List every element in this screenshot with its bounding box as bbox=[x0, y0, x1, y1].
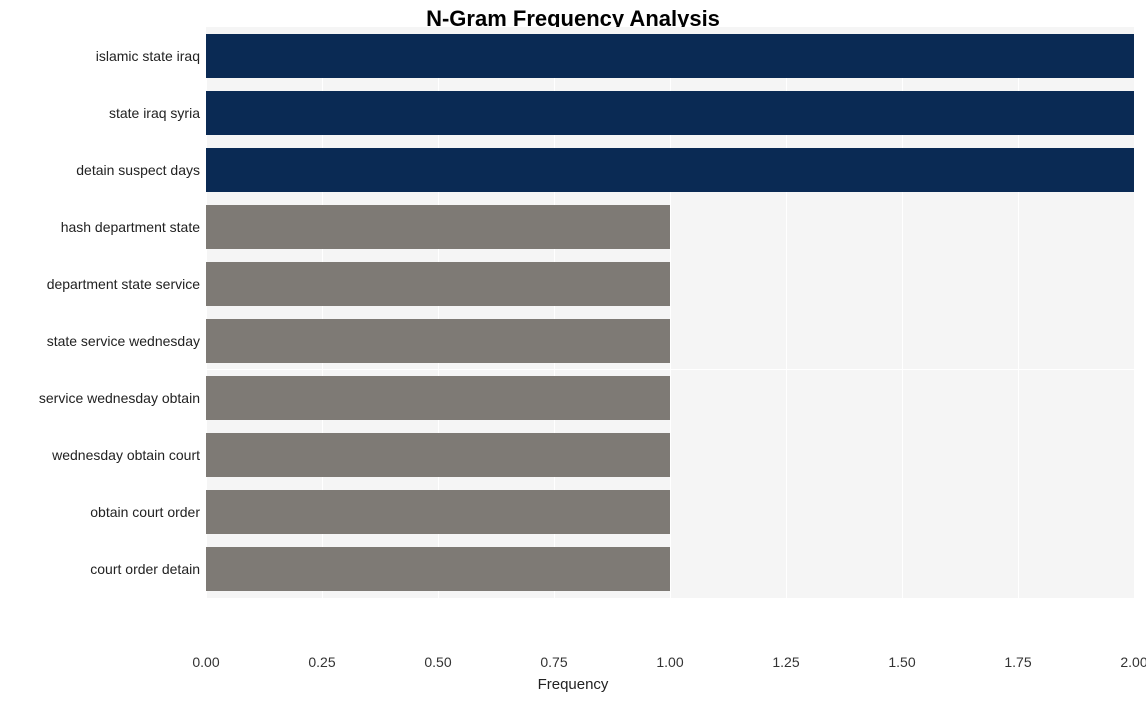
x-tick-label: 1.75 bbox=[1004, 654, 1031, 670]
y-tick-label: hash department state bbox=[61, 219, 200, 235]
x-tick-label: 0.50 bbox=[424, 654, 451, 670]
x-tick-label: 2.00 bbox=[1120, 654, 1146, 670]
plot-area bbox=[206, 36, 1134, 646]
x-tick-label: 1.25 bbox=[772, 654, 799, 670]
y-tick-label: department state service bbox=[47, 276, 200, 292]
bar bbox=[206, 319, 670, 363]
x-axis-title: Frequency bbox=[0, 676, 1146, 693]
y-axis-labels: islamic state iraq state iraq syria detain… bbox=[0, 36, 200, 646]
x-tick-label: 1.50 bbox=[888, 654, 915, 670]
bar bbox=[206, 490, 670, 534]
y-tick-label: state iraq syria bbox=[109, 105, 200, 121]
y-tick-label: service wednesday obtain bbox=[39, 390, 200, 406]
gridline bbox=[1134, 36, 1135, 646]
bar bbox=[206, 262, 670, 306]
x-tick-label: 1.00 bbox=[656, 654, 683, 670]
y-tick-label: islamic state iraq bbox=[96, 48, 200, 64]
bar bbox=[206, 547, 670, 591]
bar bbox=[206, 376, 670, 420]
bar bbox=[206, 34, 1134, 78]
ngram-chart: N-Gram Frequency Analysis islamic state … bbox=[0, 0, 1146, 701]
y-tick-label: detain suspect days bbox=[76, 162, 200, 178]
bar bbox=[206, 433, 670, 477]
x-tick-label: 0.25 bbox=[308, 654, 335, 670]
x-tick-label: 0.00 bbox=[192, 654, 219, 670]
y-tick-label: wednesday obtain court bbox=[52, 447, 200, 463]
y-tick-label: state service wednesday bbox=[47, 333, 200, 349]
bar bbox=[206, 148, 1134, 192]
y-tick-label: court order detain bbox=[90, 561, 200, 577]
bar bbox=[206, 91, 1134, 135]
bar bbox=[206, 205, 670, 249]
x-tick-label: 0.75 bbox=[540, 654, 567, 670]
y-tick-label: obtain court order bbox=[90, 504, 200, 520]
